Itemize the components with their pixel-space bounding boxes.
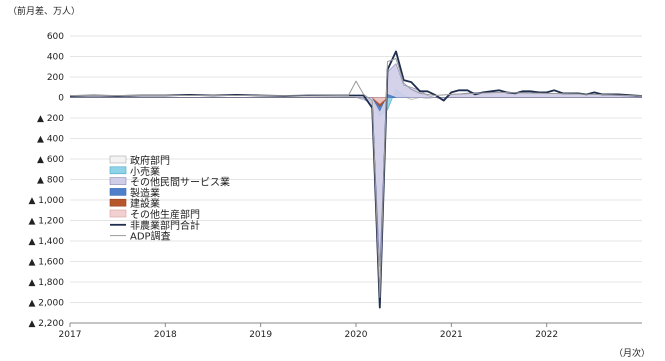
y-tick-label: ▲ 200 [37,114,64,124]
x-tick-label: 2019 [249,330,272,340]
legend-swatch-3 [109,188,127,196]
y-tick-label: ▲ 600 [37,155,64,165]
grid-layer [70,35,642,324]
legend-label: 政府部門 [130,154,170,167]
series-5-area [371,97,389,105]
x-unit-label: （月次） [614,347,650,359]
y-tick-label: ▲ 1,400 [28,237,64,247]
x-tick-label: 2021 [440,330,463,340]
y-unit-label: （前月差、万人） [8,5,80,17]
legend-swatch-5 [109,209,127,218]
legend-label: 製造業 [130,186,160,199]
y-tick-label: ▲ 800 [37,176,64,186]
y-tick-label: ▲ 2,200 [28,319,64,329]
y-tick-label: ▲ 2,000 [28,299,64,309]
x-tick-label: 2018 [154,330,177,340]
x-tick-label: 2017 [59,330,82,340]
y-tick-label: ▲ 1,600 [28,258,64,268]
legend-swatch-2 [109,177,127,185]
x-tick-label: 2022 [535,330,558,340]
y-tick-label: 200 [47,73,64,83]
legend-label: ADP調査 [130,230,171,243]
legend-swatch-4 [109,198,127,207]
axis-layer: 600 400 200 0 ▲ 200 ▲ 400 ▲ 600 ▲ 800 ▲ 1,000 ▲ 1… [28,32,642,340]
legend-label: 非農業部門合計 [130,219,200,232]
legend-swatch-0 [109,155,127,164]
y-tick-label: 0 [58,94,64,104]
series-7-line [70,58,643,298]
legend-label: 小売業 [130,165,160,178]
x-tick-label: 2020 [345,330,368,340]
series-layer [69,50,643,309]
legend-label: 建設業 [130,197,160,210]
y-tick-label: ▲ 1,200 [28,217,64,227]
legend-label: その他民間サービス業 [130,176,230,189]
legend-swatch-1 [109,166,127,175]
y-tick-label: ▲ 1,000 [28,196,64,206]
legend-label: その他生産部門 [130,208,200,221]
y-tick-label: 600 [47,32,64,42]
y-tick-label: ▲ 400 [37,135,64,145]
legend: 政府部門小売業その他民間サービス業製造業建設業その他生産部門非農業部門合計ADP… [109,154,230,243]
y-tick-label: ▲ 1,800 [28,278,64,288]
y-tick-label: 400 [47,53,64,63]
